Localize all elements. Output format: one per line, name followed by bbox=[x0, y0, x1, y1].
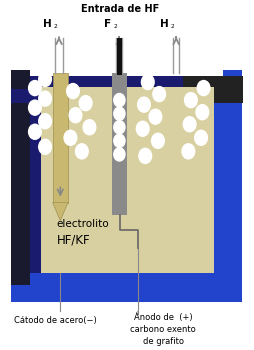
Text: H: H bbox=[160, 19, 168, 29]
Bar bbox=[53, 73, 68, 203]
Text: F: F bbox=[104, 19, 111, 29]
Circle shape bbox=[197, 80, 209, 96]
Circle shape bbox=[113, 148, 124, 161]
Bar bbox=[117, 38, 121, 75]
Circle shape bbox=[69, 108, 82, 123]
Bar bbox=[213, 89, 242, 103]
Circle shape bbox=[66, 84, 79, 99]
Text: $_2$: $_2$ bbox=[170, 22, 175, 31]
Bar bbox=[30, 85, 41, 286]
Circle shape bbox=[138, 148, 151, 163]
Text: HF/KF: HF/KF bbox=[56, 234, 90, 247]
Text: electrolito: electrolito bbox=[56, 219, 109, 229]
Circle shape bbox=[113, 121, 124, 134]
Bar bbox=[213, 85, 223, 286]
Text: Cátodo de acero(−): Cátodo de acero(−) bbox=[14, 316, 96, 324]
Bar bbox=[30, 76, 213, 91]
Circle shape bbox=[83, 120, 96, 135]
Text: $_2$: $_2$ bbox=[53, 22, 58, 31]
Circle shape bbox=[113, 93, 124, 107]
Circle shape bbox=[141, 75, 153, 90]
Circle shape bbox=[136, 121, 149, 136]
Circle shape bbox=[39, 71, 51, 86]
Text: Entrada de HF: Entrada de HF bbox=[81, 4, 158, 14]
Bar bbox=[183, 76, 242, 103]
Circle shape bbox=[75, 144, 88, 159]
Circle shape bbox=[28, 124, 41, 139]
Circle shape bbox=[152, 86, 165, 102]
Circle shape bbox=[195, 105, 208, 120]
Bar bbox=[112, 73, 127, 215]
Bar bbox=[11, 89, 40, 103]
Circle shape bbox=[39, 91, 51, 106]
Circle shape bbox=[149, 109, 161, 124]
Text: $_2$: $_2$ bbox=[112, 22, 118, 31]
Bar bbox=[11, 286, 241, 302]
Text: H: H bbox=[42, 19, 51, 29]
Circle shape bbox=[113, 107, 124, 120]
Circle shape bbox=[79, 96, 92, 111]
Circle shape bbox=[28, 80, 41, 96]
Bar bbox=[41, 86, 213, 273]
Circle shape bbox=[28, 100, 41, 115]
Text: Ánodo de  (+)
carbono exento
de grafito: Ánodo de (+) carbono exento de grafito bbox=[130, 313, 195, 346]
Circle shape bbox=[64, 130, 76, 145]
Circle shape bbox=[113, 134, 124, 147]
Circle shape bbox=[181, 144, 194, 159]
Bar bbox=[222, 70, 241, 302]
Circle shape bbox=[39, 139, 51, 154]
Circle shape bbox=[183, 117, 195, 132]
Circle shape bbox=[194, 130, 207, 145]
Circle shape bbox=[137, 97, 150, 112]
Circle shape bbox=[39, 114, 51, 129]
Bar bbox=[11, 70, 30, 302]
Bar bbox=[30, 273, 223, 286]
Polygon shape bbox=[53, 203, 68, 220]
Circle shape bbox=[151, 133, 164, 148]
Circle shape bbox=[184, 93, 197, 108]
